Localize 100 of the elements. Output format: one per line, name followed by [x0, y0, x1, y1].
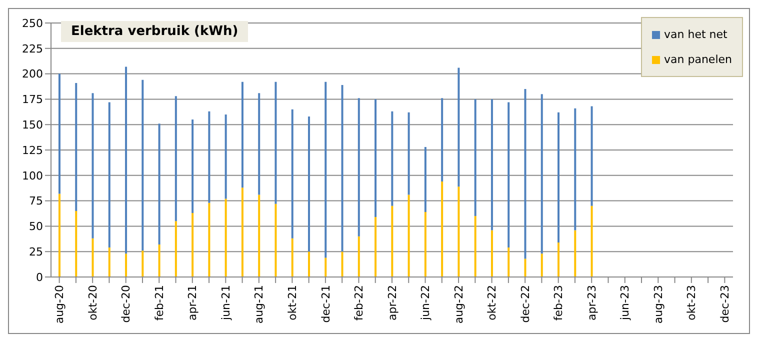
y-tick-label: 25: [29, 246, 43, 259]
bar: [540, 254, 543, 277]
bar: [441, 98, 444, 182]
x-tick-label: jun-22: [419, 285, 432, 321]
bar: [108, 102, 110, 248]
bar: [108, 248, 110, 277]
bar: [490, 230, 493, 277]
bar: [391, 206, 394, 277]
x-tick-label: aug-20: [53, 285, 66, 324]
y-tick-label: 150: [22, 118, 43, 132]
bar: [391, 111, 394, 206]
y-tick-label: 125: [22, 144, 43, 157]
bar: [574, 230, 576, 277]
bar: [324, 258, 327, 277]
x-tick-label: jun-21: [219, 285, 232, 321]
bar: [524, 258, 526, 277]
bar: [374, 217, 377, 277]
bar: [125, 66, 128, 254]
x-tick-label: dec-20: [120, 285, 133, 323]
bar: [258, 93, 260, 195]
x-tick-label: dec-23: [718, 285, 732, 323]
bar: [224, 198, 227, 277]
bar: [374, 99, 377, 218]
y-tick-label: 225: [22, 42, 43, 56]
bar: [341, 252, 344, 277]
bar: [241, 188, 244, 277]
bar: [158, 124, 160, 244]
legend-label: van het net: [664, 28, 728, 41]
bar: [142, 250, 144, 277]
bar: [324, 82, 327, 258]
bar: [590, 106, 593, 206]
bar: [458, 186, 460, 277]
bar: [524, 89, 526, 259]
bar: [58, 194, 60, 277]
bar: [574, 108, 576, 230]
x-tick-label: okt-22: [486, 285, 499, 320]
bar: [308, 252, 310, 277]
y-tick-label: 0: [36, 270, 43, 284]
y-tick-label: 175: [22, 93, 43, 106]
bar: [540, 94, 543, 254]
bar: [125, 254, 128, 277]
bar: [75, 210, 78, 277]
bar: [308, 116, 310, 252]
x-tick-label: dec-21: [319, 285, 332, 323]
bar: [192, 120, 194, 213]
x-tick-label: okt-21: [286, 285, 300, 320]
bar: [158, 244, 160, 277]
bar: [274, 204, 277, 277]
bar: [75, 82, 78, 211]
bar: [408, 194, 410, 277]
bar: [508, 102, 510, 248]
x-tick-label: jun-23: [618, 285, 632, 321]
bar: [490, 99, 493, 230]
bar: [208, 111, 210, 203]
bar: [274, 82, 277, 204]
y-tick-label: 250: [22, 16, 43, 30]
x-tick-label: aug-22: [452, 285, 466, 324]
x-tick-label: aug-23: [652, 285, 665, 324]
y-tick-label: 100: [22, 169, 43, 182]
x-tick-label: feb-21: [152, 285, 166, 321]
y-tick-label: 75: [29, 194, 43, 208]
x-tick-label: feb-22: [352, 285, 366, 321]
bar: [474, 99, 476, 216]
bar: [224, 114, 227, 199]
bar: [291, 238, 294, 277]
bar: [558, 242, 560, 277]
bar: [174, 221, 177, 277]
bar: [441, 181, 444, 277]
bar: [558, 112, 560, 242]
bar: [241, 82, 244, 188]
x-tick-label: aug-21: [252, 285, 266, 324]
bar: [424, 212, 426, 277]
x-tick-label: apr-23: [585, 285, 598, 321]
x-tick-label: apr-21: [186, 285, 200, 321]
chart-title: Elektra verbruik (kWh): [61, 21, 248, 42]
bar: [291, 109, 294, 238]
bar: [508, 248, 510, 277]
bar: [408, 112, 410, 195]
bar: [358, 98, 360, 236]
x-tick-label: apr-22: [386, 285, 399, 321]
bar: [458, 68, 460, 187]
bar: [58, 74, 60, 194]
bar: [142, 80, 144, 251]
x-tick-label: feb-23: [552, 285, 566, 321]
y-tick-label: 200: [22, 68, 43, 81]
bar: [208, 202, 210, 277]
bar: [474, 216, 476, 277]
bar: [192, 212, 194, 277]
bar: [92, 93, 94, 238]
bar: [258, 194, 260, 277]
x-tick-label: okt-23: [685, 285, 698, 320]
bar: [174, 96, 177, 222]
bar: [590, 206, 593, 277]
bar: [358, 236, 360, 277]
y-tick-label: 50: [29, 220, 43, 234]
bar: [92, 238, 94, 277]
x-tick-label: dec-22: [518, 285, 532, 323]
bar: [341, 84, 344, 252]
x-tick-label: okt-20: [86, 285, 100, 320]
legend-label: van panelen: [664, 53, 732, 66]
